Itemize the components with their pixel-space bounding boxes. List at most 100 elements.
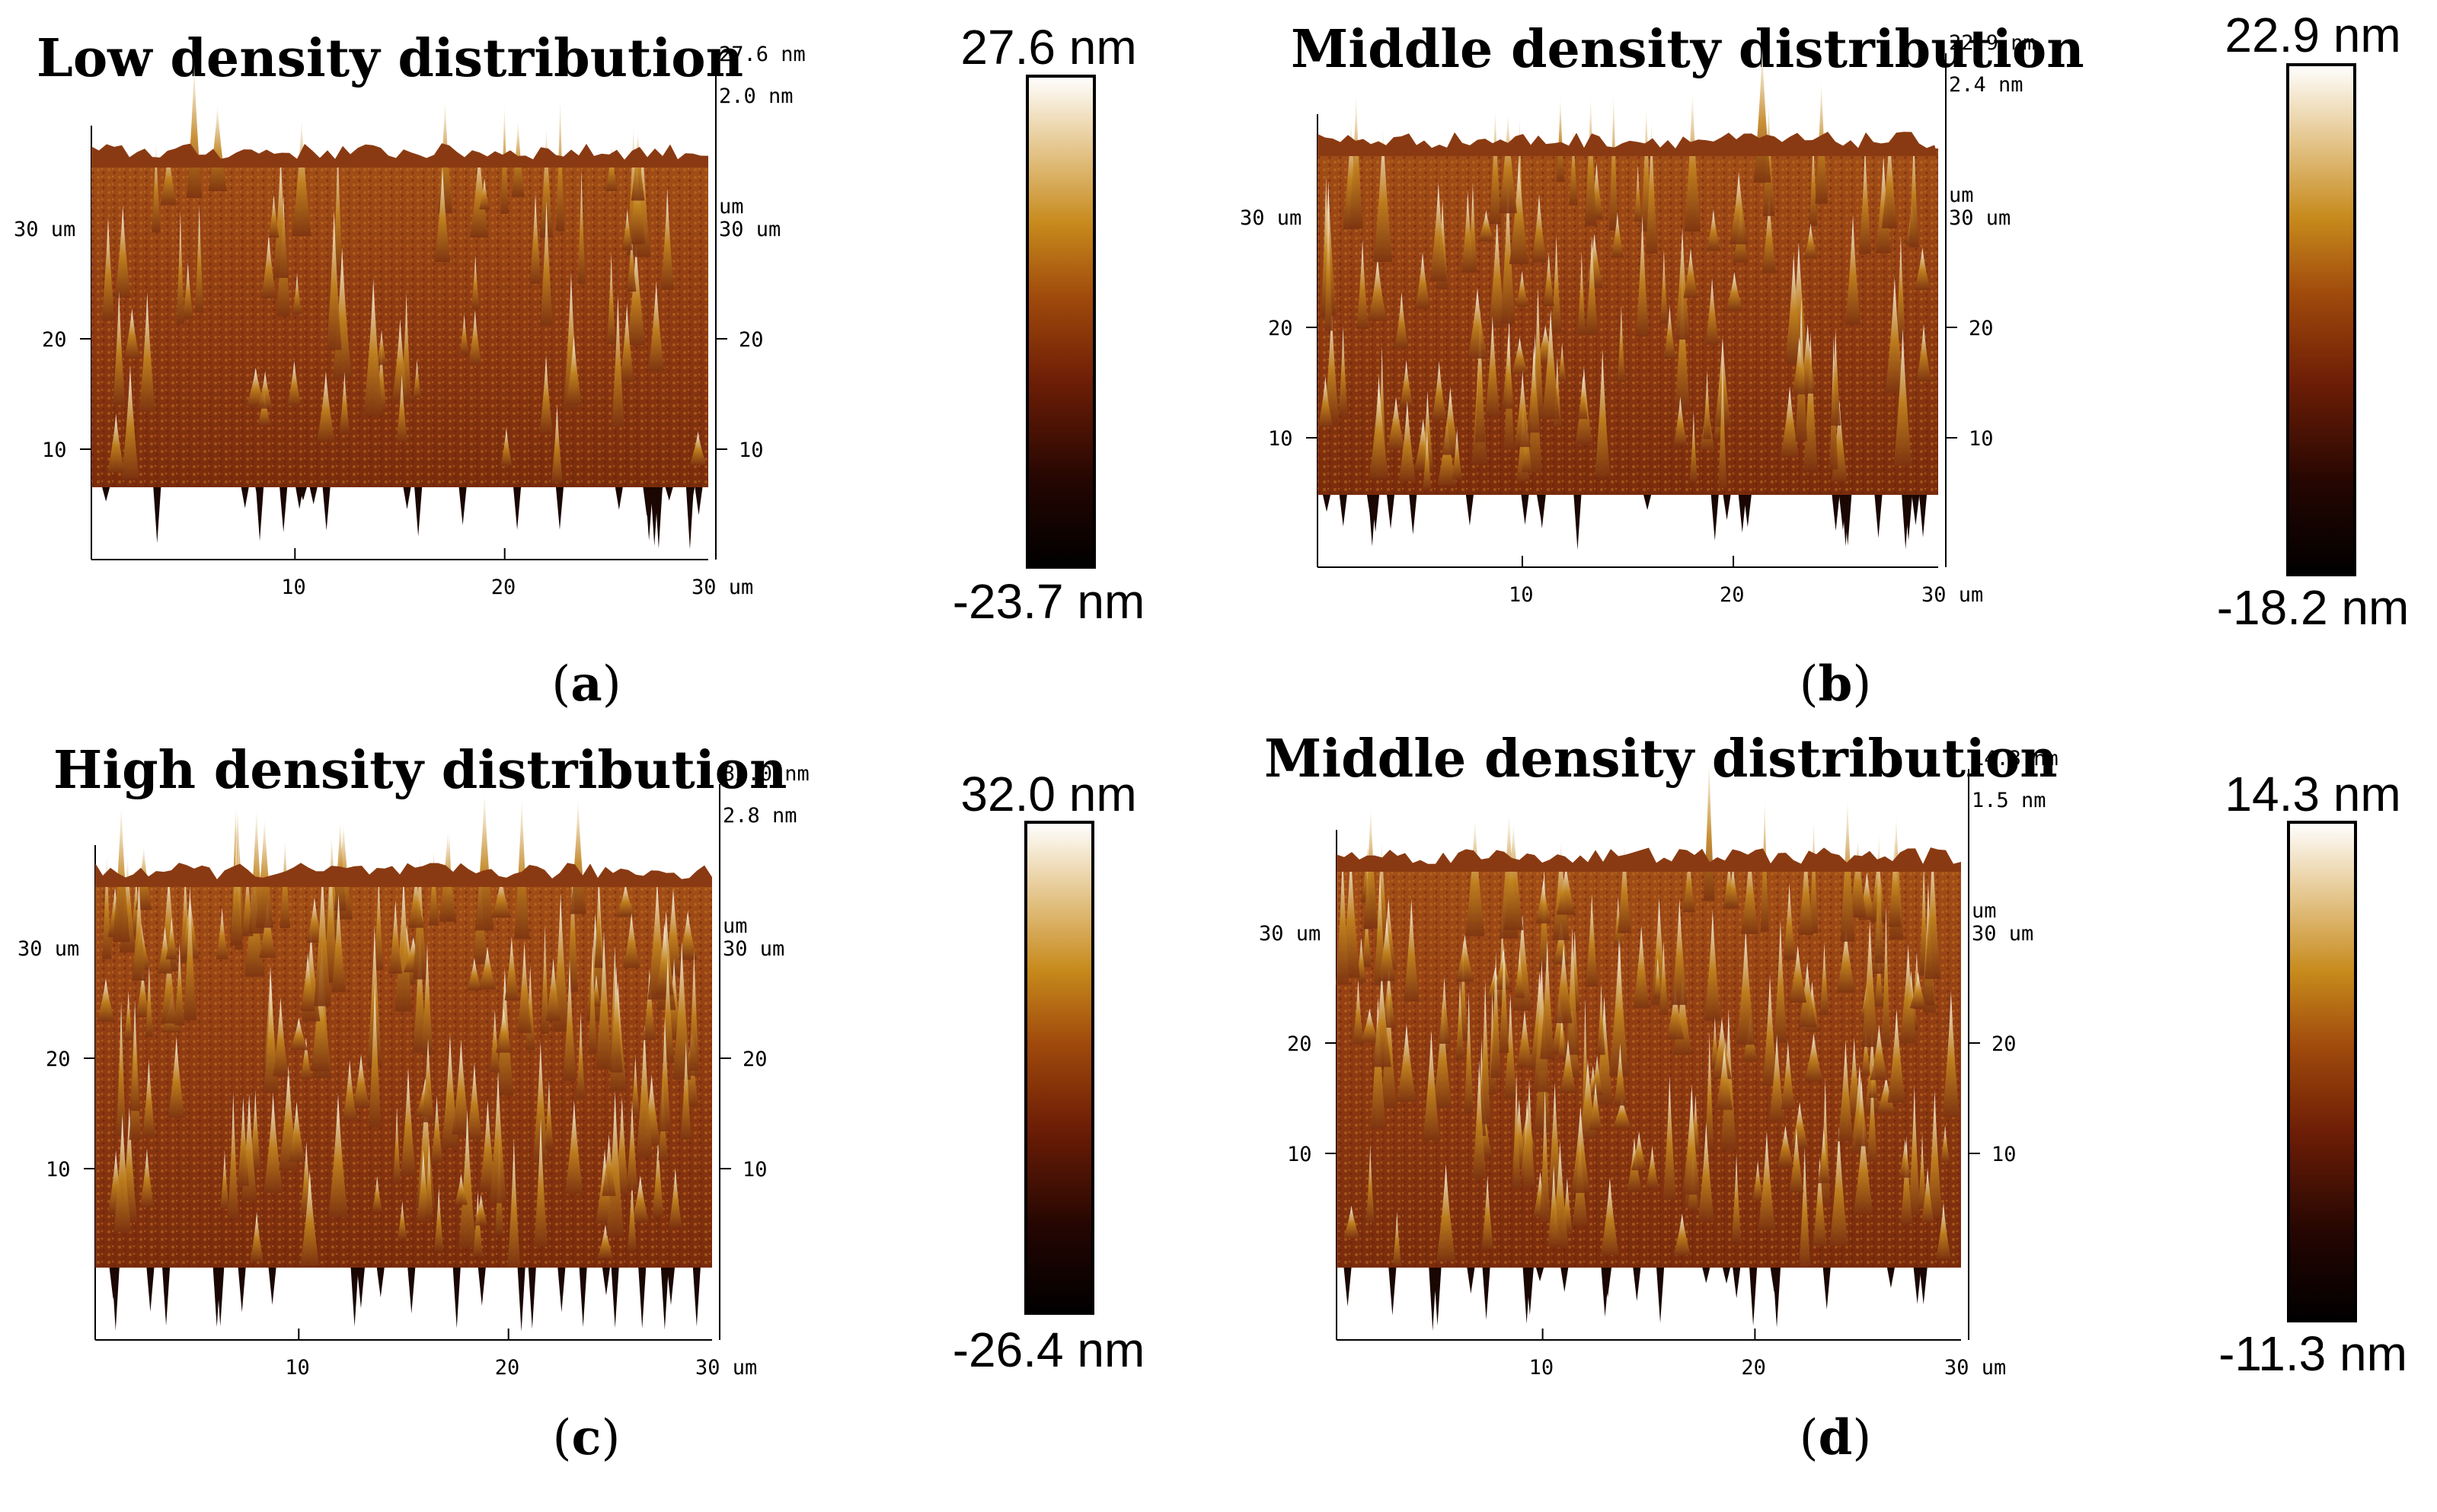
surface-peak <box>1464 991 1474 1113</box>
surface-peak <box>1723 859 1736 909</box>
surface-peak <box>1804 223 1818 259</box>
surface-peak <box>194 204 204 313</box>
surface-pit <box>1886 1268 1895 1288</box>
surface-peak <box>631 1055 640 1117</box>
surface-peak <box>1591 1054 1603 1096</box>
surface-peak <box>1855 1078 1868 1147</box>
surface-pit <box>557 1268 566 1313</box>
surface-peak <box>1527 346 1541 433</box>
surface-peak <box>1499 943 1509 1053</box>
surface-peak <box>1914 247 1931 290</box>
surface-peak <box>1710 1016 1719 1069</box>
surface-peak <box>1874 829 1884 964</box>
surface-peak <box>1381 978 1397 1108</box>
surface-peak <box>1731 1153 1742 1242</box>
surface-peak <box>1468 288 1487 359</box>
surface-peak <box>1730 171 1749 244</box>
surface-peak <box>123 308 140 359</box>
surface-peak <box>1500 182 1516 324</box>
surface-top-edge <box>1318 132 1938 156</box>
bottom-axis-tick-label: 20 <box>1741 1356 1766 1380</box>
surface-peak <box>1819 942 1829 1016</box>
surface-peak <box>1547 1082 1562 1196</box>
surface-peak <box>564 1099 583 1195</box>
surface-peak <box>1338 326 1348 416</box>
surface-peak <box>1452 429 1462 480</box>
surface-peak <box>1768 1034 1785 1122</box>
surface-peak <box>1488 216 1506 328</box>
surface-peak <box>326 210 342 350</box>
surface-pit <box>513 487 522 530</box>
surface-peak <box>342 1059 357 1121</box>
surface-pit <box>1537 495 1545 518</box>
surface-peak <box>430 1096 443 1163</box>
surface-peak <box>1741 847 1759 934</box>
surface-peak <box>563 959 577 1081</box>
surface-peak <box>176 210 185 324</box>
surface-pit <box>238 1268 246 1313</box>
surface-peak <box>605 145 618 192</box>
surface-peak <box>139 292 156 413</box>
surface-peak <box>567 860 579 992</box>
panel-label: (d) <box>1800 1409 1872 1466</box>
surface-peak <box>1423 1029 1440 1140</box>
surface-peak <box>1557 343 1567 381</box>
surface-peak <box>1704 1031 1714 1150</box>
surface-pit <box>309 487 318 505</box>
surface-peak <box>1398 400 1417 482</box>
surface-peak <box>1551 997 1568 1054</box>
surface-peak <box>1578 375 1588 419</box>
surface-pit <box>356 1268 365 1309</box>
right-axis-tick-label: 10 <box>1991 1143 2017 1166</box>
surface-peak <box>1896 235 1906 341</box>
surface-pit <box>1874 495 1883 538</box>
bottom-axis-tick-label: 10 <box>281 576 306 599</box>
left-axis-tick-label: 20 <box>1268 317 1293 340</box>
surface-peak <box>1552 840 1570 940</box>
surface-pit <box>1723 495 1731 521</box>
surface-peak <box>1942 990 1960 1118</box>
surface-peak <box>606 252 616 345</box>
bottom-axis-tick-label: 20 <box>1720 583 1745 607</box>
surface-peak <box>627 1178 637 1250</box>
surface-peak <box>1858 144 1872 254</box>
surface-peak <box>1503 821 1524 930</box>
surface-peak <box>152 139 161 233</box>
surface-peak <box>352 1054 370 1108</box>
afm-surface-d <box>1336 757 1961 1332</box>
surface-peak <box>1365 1144 1375 1223</box>
surface-peak <box>1423 429 1432 490</box>
surface-peak <box>394 872 413 1012</box>
surface-peak <box>1899 944 1918 1044</box>
surface-peak <box>1689 410 1698 482</box>
surface-peak <box>659 1017 672 1132</box>
surface-peak <box>1875 155 1892 254</box>
surface-pit <box>1388 1268 1397 1316</box>
surface-peak <box>182 262 193 319</box>
surface-peak <box>1481 1175 1493 1249</box>
surface-top-edge <box>1337 847 1961 872</box>
surface-pit <box>216 1268 225 1327</box>
surface-peak <box>289 1017 308 1051</box>
surface-peak <box>500 427 513 467</box>
surface-peak <box>208 104 227 192</box>
surface-peak <box>1381 967 1396 1028</box>
surface-peak <box>1885 276 1905 394</box>
surface-pit <box>692 1268 701 1327</box>
surface-peak <box>1752 1160 1764 1201</box>
surface-peak <box>339 372 350 433</box>
surface-peak <box>1762 975 1777 1086</box>
surface-pit <box>458 487 467 525</box>
surface-peak <box>631 1175 650 1222</box>
surface-peak <box>1716 1045 1733 1110</box>
surface-peak <box>1789 242 1809 365</box>
z-max-label: 22.9 nm <box>1949 31 2036 55</box>
surface-peak <box>626 243 646 346</box>
bottom-axis-tick-label: 20 <box>491 576 516 599</box>
surface-peak <box>454 1173 468 1205</box>
surface-peak <box>474 791 494 931</box>
surface-pit <box>268 1268 276 1306</box>
surface-peak <box>1888 835 1902 927</box>
right-axis-tick-label: 20 <box>1969 317 1994 340</box>
surface-peak <box>264 1093 283 1194</box>
